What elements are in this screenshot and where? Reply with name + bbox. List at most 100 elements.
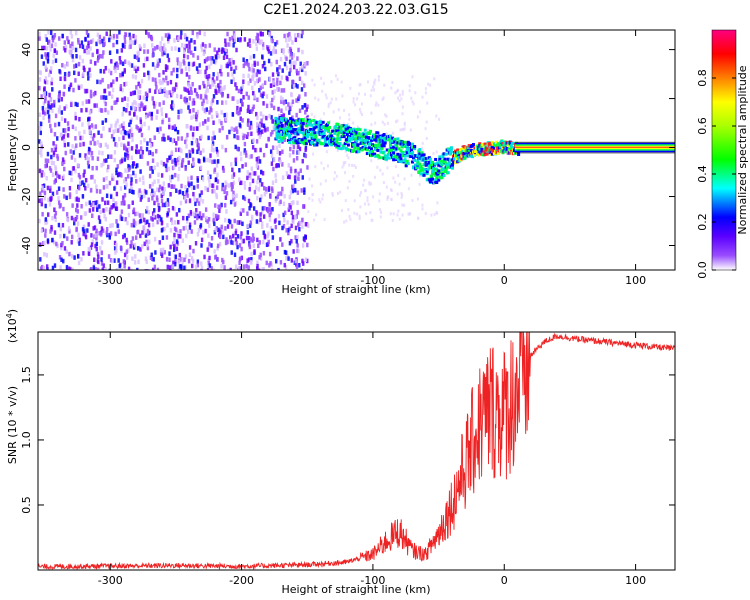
heatmap-cell (87, 40, 90, 46)
heatmap-cell (74, 47, 78, 53)
heatmap-cell (252, 206, 256, 211)
heatmap-cell (151, 151, 154, 157)
heatmap-cell (290, 223, 293, 229)
heatmap-cell (121, 198, 125, 203)
heatmap-cell (134, 221, 138, 226)
heatmap-cell (188, 153, 192, 158)
heatmap-cell (317, 123, 321, 127)
heatmap-cell (234, 157, 237, 163)
heatmap-cell (352, 127, 356, 131)
heatmap-cell (276, 86, 279, 92)
heatmap-cell (278, 201, 281, 206)
heatmap-cell (319, 118, 322, 122)
heatmap-cell (267, 239, 270, 245)
heatmap-cell (424, 211, 427, 215)
heatmap-cell (125, 152, 128, 158)
heatmap-cell (128, 122, 131, 128)
heatmap-cell (262, 267, 265, 270)
heatmap-cell (217, 214, 220, 220)
heatmap-cell (66, 121, 70, 126)
heatmap-cell (109, 223, 112, 229)
heatmap-cell (199, 93, 203, 99)
heatmap-cell (483, 147, 487, 151)
heatmap-cell (82, 71, 85, 77)
heatmap-cell (411, 75, 414, 79)
heatmap-cell (201, 42, 205, 47)
heatmap-cell (294, 235, 297, 240)
heatmap-cell (125, 107, 128, 113)
heatmap-cell (336, 133, 340, 137)
heatmap-cell (92, 92, 96, 97)
heatmap-cell (105, 226, 109, 232)
heatmap-cell (514, 149, 675, 151)
heatmap-cell (262, 239, 265, 245)
heatmap-cell (402, 147, 405, 151)
heatmap-cell (250, 154, 253, 159)
heatmap-cell (183, 61, 186, 66)
heatmap-cell (301, 49, 304, 55)
heatmap-cell (46, 59, 50, 64)
heatmap-cell (346, 143, 350, 147)
heatmap-cell (248, 109, 252, 115)
heatmap-cell (298, 146, 302, 152)
heatmap-cell (123, 39, 127, 45)
heatmap-cell (291, 115, 294, 120)
heatmap-cell (138, 128, 141, 133)
heatmap-cell (296, 132, 300, 136)
heatmap-cell (179, 108, 182, 114)
heatmap-cell (198, 30, 202, 36)
heatmap-cell (428, 166, 432, 170)
heatmap-cell (304, 142, 308, 146)
heatmap-cell (331, 191, 334, 195)
heatmap-cell (347, 148, 351, 152)
heatmap-cell (251, 233, 255, 238)
heatmap-cell (180, 42, 184, 48)
heatmap-cell (386, 132, 389, 136)
colorbar-ticks: 0.00.20.40.60.8 (696, 69, 736, 279)
heatmap-cell (116, 49, 119, 54)
heatmap-cell (178, 207, 181, 213)
heatmap-cell (167, 135, 170, 140)
heatmap-cell (200, 243, 203, 248)
heatmap-cell (345, 131, 349, 135)
heatmap-cell (215, 113, 219, 118)
heatmap-cell (66, 217, 70, 223)
heatmap-cell (38, 85, 41, 91)
heatmap-cell (174, 220, 177, 225)
heatmap-cell (495, 148, 499, 152)
heatmap-cell (190, 140, 194, 146)
heatmap-cell (298, 67, 302, 72)
heatmap-cell (51, 172, 55, 178)
heatmap-cell (257, 243, 260, 249)
heatmap-cell (115, 268, 119, 270)
heatmap-cell (256, 35, 259, 41)
heatmap-cell (261, 182, 264, 187)
heatmap-cell (434, 157, 438, 161)
heatmap-cell (296, 150, 299, 155)
heatmap-cell (296, 209, 299, 215)
heatmap-cell (347, 156, 350, 160)
heatmap-cell (114, 201, 118, 207)
heatmap-cell (49, 168, 53, 173)
heatmap-cell (50, 147, 54, 153)
heatmap-cell (81, 122, 84, 127)
heatmap-cell (104, 200, 107, 206)
heatmap-cell (354, 133, 358, 137)
heatmap-cell (151, 158, 155, 163)
heatmap-cell (363, 144, 367, 148)
heatmap-cell (427, 164, 431, 168)
heatmap-cell (176, 57, 179, 62)
heatmap-cell (226, 93, 230, 99)
heatmap-cell (74, 30, 78, 36)
heatmap-cell (332, 129, 336, 133)
heatmap-cell (64, 48, 67, 53)
heatmap-cell (217, 204, 220, 210)
heatmap-cell (290, 102, 293, 108)
heatmap-cell (185, 36, 189, 42)
heatmap-cell (116, 62, 119, 68)
heatmap-cell (477, 153, 481, 157)
heatmap-cell (249, 55, 252, 60)
heatmap-cell (41, 211, 44, 217)
heatmap-cell (118, 136, 121, 142)
heatmap-cell (394, 91, 397, 95)
